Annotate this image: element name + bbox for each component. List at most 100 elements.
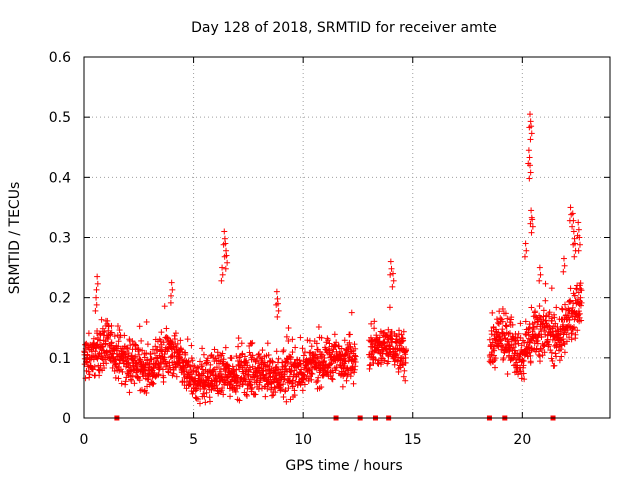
- data-point: [188, 342, 195, 349]
- data-point: [178, 346, 185, 353]
- data-point: [521, 376, 528, 383]
- data-point: [85, 330, 92, 337]
- data-point: [566, 317, 573, 324]
- data-point: [576, 310, 583, 317]
- data-point: [499, 318, 506, 325]
- data-point: [560, 268, 567, 275]
- data-point: [561, 349, 568, 356]
- data-point: [556, 357, 563, 364]
- data-point: [108, 342, 115, 349]
- data-point: [558, 305, 565, 312]
- data-point: [227, 393, 234, 400]
- data-point: [211, 346, 218, 353]
- data-point: [219, 350, 226, 357]
- data-point: [530, 325, 537, 332]
- data-point: [158, 329, 165, 336]
- data-point: [509, 321, 516, 328]
- data-point: [178, 356, 185, 363]
- data-point: [169, 286, 176, 293]
- data-point: [179, 348, 186, 355]
- data-point: [299, 345, 306, 352]
- data-point: [136, 323, 143, 330]
- data-point: [144, 341, 151, 348]
- data-point: [515, 371, 522, 378]
- data-point: [125, 350, 132, 357]
- data-point: [93, 301, 100, 308]
- data-point: [297, 361, 304, 368]
- data-point: [203, 389, 210, 396]
- data-point: [94, 273, 101, 280]
- data-point: [552, 350, 559, 357]
- data-point: [249, 384, 256, 391]
- data-point: [139, 347, 146, 354]
- data-point: [558, 353, 565, 360]
- data-point: [577, 280, 584, 287]
- data-point: [210, 354, 217, 361]
- data-point: [96, 330, 103, 337]
- data-point: [93, 294, 100, 301]
- data-point: [572, 331, 579, 338]
- data-point: [283, 333, 290, 340]
- data-point: [305, 378, 312, 385]
- data-point: [578, 317, 585, 324]
- data-point: [506, 330, 513, 337]
- data-point: [538, 334, 545, 341]
- data-point: [249, 352, 256, 359]
- data-point: [339, 383, 346, 390]
- data-point: [577, 302, 584, 309]
- data-point: [569, 223, 576, 230]
- data-point: [492, 336, 499, 343]
- data-point: [542, 297, 549, 304]
- data-point: [372, 356, 379, 363]
- data-point: [202, 399, 209, 406]
- data-point: [395, 354, 402, 361]
- data-point: [155, 372, 162, 379]
- data-point: [371, 325, 378, 332]
- y-tick-label: 0.2: [49, 291, 71, 307]
- data-point: [262, 393, 269, 400]
- data-point: [123, 344, 130, 351]
- data-point: [351, 341, 358, 348]
- x-tick-label: 15: [404, 432, 422, 448]
- data-points: [81, 111, 585, 407]
- data-point: [386, 343, 393, 350]
- data-point: [114, 323, 121, 330]
- data-point: [201, 393, 208, 400]
- data-point: [376, 334, 383, 341]
- data-point: [147, 350, 154, 357]
- data-point: [289, 377, 296, 384]
- data-point: [109, 364, 116, 371]
- data-point: [289, 336, 296, 343]
- data-point: [514, 334, 521, 341]
- data-point: [525, 325, 532, 332]
- data-point: [151, 350, 158, 357]
- data-point: [235, 335, 242, 342]
- y-tick-label: 0.6: [49, 50, 71, 66]
- data-point: [400, 328, 407, 335]
- data-point: [525, 329, 532, 336]
- data-point: [553, 353, 560, 360]
- data-point: [255, 350, 262, 357]
- data-point: [222, 265, 229, 272]
- data-point: [389, 283, 396, 290]
- data-point: [229, 363, 236, 370]
- data-point: [300, 352, 307, 359]
- plot-frame: [83, 56, 611, 419]
- data-point: [341, 337, 348, 344]
- tick-labels: 0 0.1 0.2 0.3 0.4 0.5 0.6 0 5 10 15 20: [49, 50, 532, 448]
- data-point: [381, 357, 388, 364]
- data-point: [269, 392, 276, 399]
- data-point: [182, 351, 189, 358]
- y-tick-label: 0.5: [49, 110, 71, 126]
- data-point: [86, 371, 93, 378]
- data-point: [118, 380, 125, 387]
- data-point: [309, 370, 316, 377]
- data-point: [491, 364, 498, 371]
- data-point: [525, 147, 532, 154]
- data-point: [576, 234, 583, 241]
- data-point: [172, 330, 179, 337]
- data-point: [128, 377, 135, 384]
- data-point: [263, 371, 270, 378]
- data-point: [219, 271, 226, 278]
- data-point: [402, 359, 409, 366]
